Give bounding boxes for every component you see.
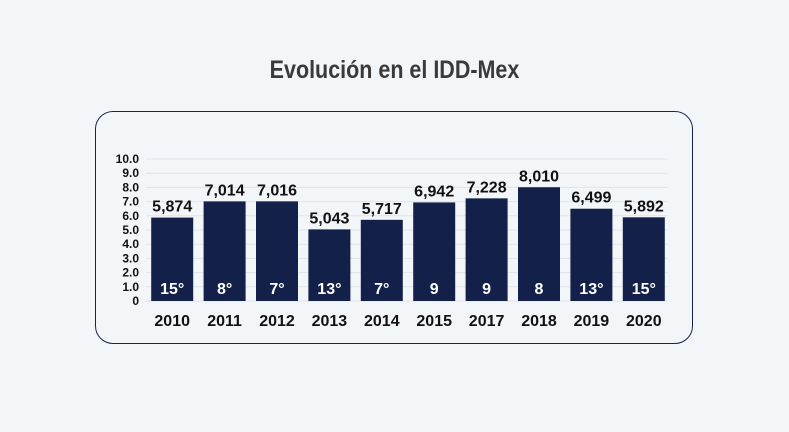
bar-rank-label: 8° — [217, 281, 232, 298]
bar — [413, 202, 456, 301]
bar-value-label: 8,010 — [519, 168, 559, 185]
bar-rank-label: 9 — [482, 281, 491, 298]
bar — [518, 187, 560, 301]
x-category-label: 2020 — [626, 313, 662, 330]
bar — [151, 217, 194, 301]
bar — [203, 201, 246, 301]
bar-value-label: 5,717 — [362, 201, 402, 218]
bar-rank-label: 8 — [535, 281, 544, 298]
x-category-label: 2010 — [154, 313, 190, 330]
x-category-label: 2013 — [312, 313, 348, 330]
bar — [622, 217, 665, 301]
y-tick-label: 4.0 — [122, 237, 139, 251]
bar-value-label: 7,014 — [205, 182, 245, 199]
bar — [360, 219, 403, 301]
y-tick-label: 8.0 — [122, 180, 139, 194]
bar-rank-label: 15° — [160, 281, 184, 298]
x-category-label: 2014 — [364, 313, 400, 330]
x-category-label: 2012 — [259, 313, 295, 330]
bar-rank-label: 13° — [579, 281, 603, 298]
bar-rank-label: 13° — [317, 281, 341, 298]
y-tick-label: 3.0 — [122, 251, 139, 265]
bar-rank-label: 15° — [632, 281, 656, 298]
x-category-label: 2019 — [574, 313, 610, 330]
bar-rank-label: 7° — [269, 281, 284, 298]
y-tick-label: 1.0 — [122, 280, 139, 294]
bar — [308, 229, 351, 301]
y-tick-label: 0 — [132, 294, 139, 308]
bar-value-label: 7,228 — [467, 179, 507, 196]
y-tick-label: 9.0 — [122, 166, 139, 180]
x-category-label: 2015 — [416, 313, 452, 330]
chart-title: Evolución en el IDD-Mex — [269, 56, 520, 84]
bar-value-label: 6,942 — [414, 183, 454, 200]
y-tick-label: 10.0 — [116, 152, 140, 166]
bar — [465, 198, 508, 301]
bar-rank-label: 9 — [430, 281, 439, 298]
bar-value-label: 6,499 — [571, 190, 611, 207]
bar-value-label: 5,874 — [152, 199, 192, 216]
y-tick-label: 7.0 — [122, 195, 139, 209]
x-category-label: 2011 — [207, 313, 242, 330]
bar-value-label: 7,016 — [257, 182, 297, 199]
chart-frame — [95, 111, 693, 344]
bar — [256, 201, 298, 301]
bar-value-label: 5,892 — [624, 198, 664, 215]
y-tick-label: 2.0 — [122, 266, 139, 280]
x-category-label: 2018 — [521, 313, 557, 330]
y-tick-label: 5.0 — [122, 223, 139, 237]
bar-rank-label: 7° — [374, 281, 389, 298]
y-tick-label: 6.0 — [122, 209, 139, 223]
bar-value-label: 5,043 — [309, 210, 349, 227]
bar — [570, 208, 613, 301]
x-category-label: 2017 — [469, 313, 505, 330]
